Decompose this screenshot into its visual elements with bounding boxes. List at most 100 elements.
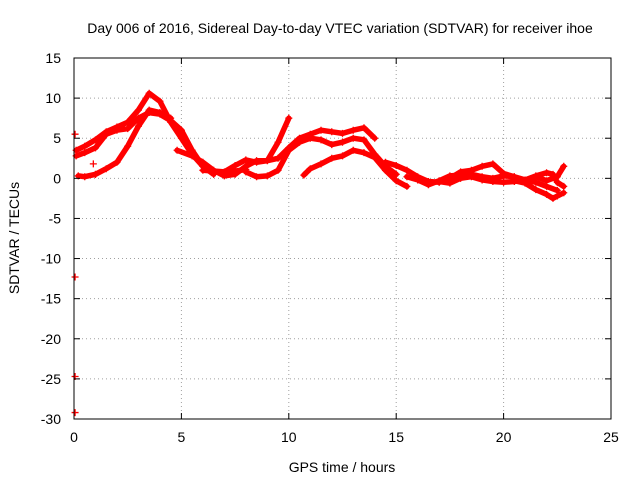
data-point — [134, 122, 142, 130]
y-tick-label: 10 — [45, 90, 61, 106]
data-point — [489, 160, 497, 168]
data-point — [156, 109, 164, 117]
y-tick-label: 0 — [53, 170, 61, 186]
data-point — [89, 160, 97, 168]
data-point — [446, 179, 454, 187]
data-point — [435, 178, 443, 186]
data-point — [306, 165, 314, 173]
data-point — [71, 273, 79, 281]
data-point — [349, 134, 357, 142]
y-axis-label: SDTVAR / TECUs — [6, 182, 22, 294]
y-tick-label: 5 — [53, 130, 61, 146]
grid-lines — [74, 58, 611, 419]
x-tick-label: 5 — [178, 429, 186, 445]
data-point — [167, 114, 175, 122]
data-point — [457, 174, 465, 182]
data-point — [371, 134, 379, 142]
data-point — [339, 152, 346, 160]
data-point — [220, 168, 228, 176]
data-point — [71, 130, 79, 138]
data-point — [81, 173, 89, 181]
data-point — [467, 173, 475, 181]
data-point — [253, 173, 261, 181]
data-point — [371, 153, 379, 161]
data-point — [263, 172, 271, 180]
data-point — [317, 126, 325, 134]
data-points — [71, 89, 568, 417]
data-point — [113, 158, 121, 166]
data-point — [263, 157, 271, 165]
data-point — [156, 97, 164, 105]
data-point — [199, 166, 207, 174]
series-arc-12 — [510, 162, 568, 185]
data-point — [339, 138, 346, 146]
data-point — [360, 149, 368, 157]
series-arc-7 — [300, 146, 411, 190]
data-point — [360, 124, 368, 132]
data-point — [339, 129, 346, 137]
data-point — [381, 158, 389, 166]
x-tick-label: 15 — [388, 429, 404, 445]
data-point — [543, 177, 551, 185]
data-point — [145, 106, 153, 114]
data-point — [543, 169, 551, 177]
data-point — [553, 192, 561, 200]
data-point — [446, 172, 454, 180]
data-point — [560, 189, 568, 197]
data-point — [173, 146, 181, 154]
data-point — [231, 161, 239, 169]
data-point — [349, 126, 357, 134]
data-point — [124, 142, 132, 150]
y-tick-label: -10 — [41, 251, 61, 267]
data-point — [145, 89, 153, 97]
data-point — [478, 162, 486, 170]
data-point — [274, 166, 282, 174]
data-point — [188, 152, 196, 160]
data-point — [300, 171, 308, 179]
y-tick-label: -5 — [49, 210, 62, 226]
data-point — [403, 173, 411, 181]
y-tick-label: -15 — [41, 291, 61, 307]
data-point — [113, 126, 121, 134]
y-axis-tick-labels: -30 -25 -20 -15 -10 -5 0 5 10 15 — [41, 50, 61, 427]
data-point — [521, 177, 529, 185]
data-point — [360, 136, 368, 144]
data-point — [91, 170, 99, 178]
y-tick-label: 15 — [45, 50, 61, 66]
data-point — [306, 134, 314, 142]
data-point — [560, 162, 568, 170]
x-tick-label: 0 — [70, 429, 78, 445]
y-tick-label: -25 — [41, 371, 61, 387]
data-point — [424, 181, 432, 189]
data-point — [489, 178, 497, 186]
data-point — [231, 170, 239, 178]
chart-title: Day 006 of 2016, Sidereal Day-to-day VTE… — [87, 20, 593, 36]
data-point — [349, 146, 357, 154]
data-point — [392, 177, 400, 185]
data-point — [317, 160, 325, 168]
x-tick-label: 25 — [603, 429, 619, 445]
data-point — [532, 186, 540, 194]
data-point — [549, 194, 557, 202]
data-point — [403, 182, 411, 190]
axis-ticks — [73, 57, 612, 420]
x-axis-tick-labels: 0 5 10 15 20 25 — [70, 429, 619, 445]
data-point — [543, 190, 551, 198]
data-point — [392, 170, 400, 178]
data-point — [328, 141, 336, 149]
data-point — [242, 156, 250, 164]
data-point — [500, 178, 508, 186]
data-point — [274, 154, 282, 162]
data-point — [71, 409, 79, 417]
data-point — [81, 149, 89, 157]
data-point — [199, 158, 207, 166]
data-point — [317, 136, 325, 144]
data-point — [124, 125, 132, 133]
data-point — [328, 128, 336, 136]
data-point — [134, 106, 142, 114]
x-tick-label: 20 — [496, 429, 512, 445]
data-point — [296, 138, 304, 146]
data-point — [285, 114, 293, 122]
